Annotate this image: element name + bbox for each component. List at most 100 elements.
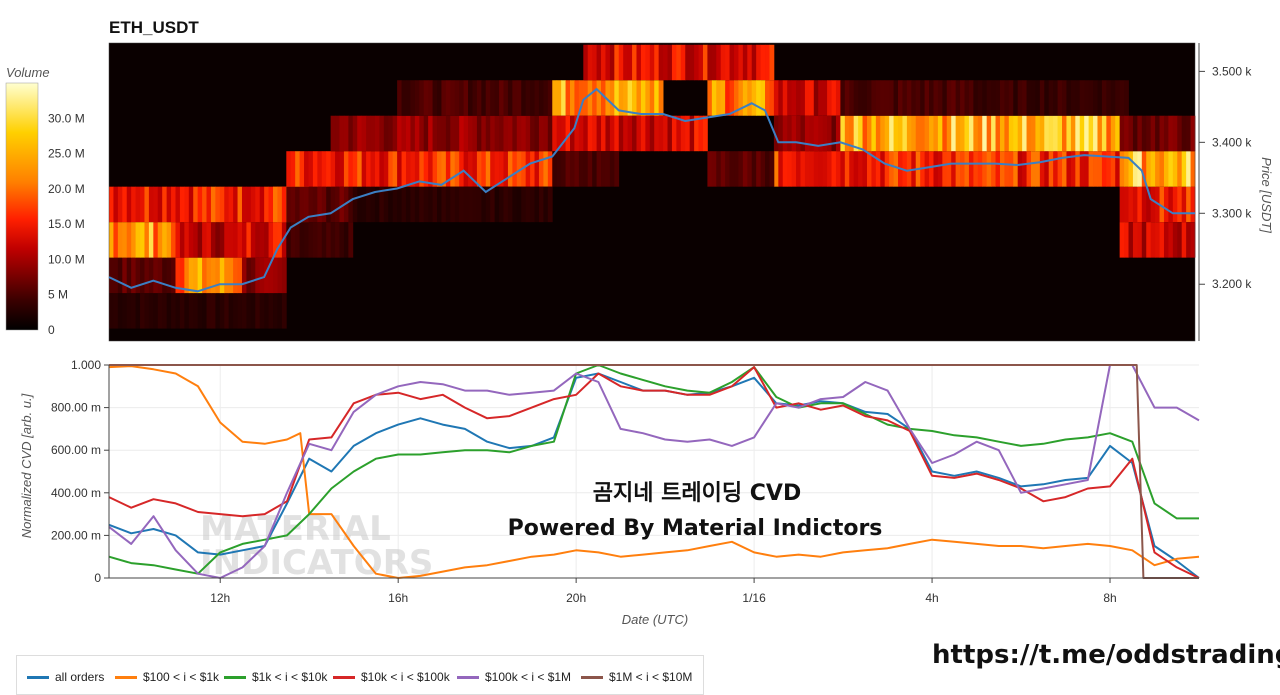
heatmap-cell <box>866 80 872 116</box>
heatmap-cell <box>516 115 522 152</box>
legend-item-1m-10m[interactable]: $1M < i < $10M <box>581 670 692 684</box>
heatmap-cell <box>822 80 828 116</box>
heatmap-cell <box>875 115 881 152</box>
heatmap-cell <box>117 222 123 258</box>
legend-item-100k-1m[interactable]: $100k < i < $1M <box>457 670 571 684</box>
heatmap-cell <box>166 222 172 258</box>
legend-item-10k-100k[interactable]: $10k < i < $100k <box>333 670 450 684</box>
heatmap-cell <box>1013 115 1019 152</box>
heatmap-cell <box>1070 115 1076 152</box>
heatmap-cell <box>1070 151 1076 187</box>
heatmap-cell <box>468 151 473 187</box>
heatmap-cell <box>835 80 841 116</box>
heatmap-cell <box>578 80 584 116</box>
heatmap-cell <box>747 44 753 81</box>
heatmap-cell <box>543 186 549 223</box>
heatmap-cell <box>397 115 402 152</box>
heatmap-cell <box>1022 115 1027 152</box>
legend-item-all-orders[interactable]: all orders <box>27 670 104 684</box>
heatmap-cell <box>649 115 655 152</box>
heatmap-cell <box>401 80 407 116</box>
heatmap-cell <box>627 80 633 116</box>
heatmap-cell <box>273 222 278 258</box>
heatmap-cell <box>1146 151 1152 187</box>
heatmap-cell <box>601 44 606 81</box>
heatmap-cell <box>405 151 411 187</box>
heatmap-cell <box>1053 151 1058 187</box>
heatmap-cell <box>1093 151 1098 187</box>
heatmap-cell <box>454 151 460 187</box>
heatmap-cell <box>942 80 948 116</box>
heatmap-cell <box>561 151 566 187</box>
heatmap-cell <box>875 151 881 187</box>
cvd-series--100-i-1k <box>108 365 1200 579</box>
heatmap-cell <box>1093 115 1098 152</box>
heatmap-cell <box>543 151 549 187</box>
heatmap-cell <box>507 151 513 187</box>
heatmap-cell <box>605 115 611 152</box>
heatmap-cell <box>459 115 465 152</box>
heatmap-cell <box>1177 186 1183 223</box>
heatmap-cell <box>414 80 420 116</box>
heatmap-cell <box>804 151 810 187</box>
heatmap-cell <box>587 151 593 187</box>
heatmap-cell <box>765 151 770 187</box>
cvd-y-axis-label: Normalized CVD [arb. u.] <box>19 393 34 538</box>
heatmap-cell <box>140 222 145 258</box>
heatmap-cell <box>237 293 243 329</box>
heatmap-cell <box>800 115 806 152</box>
legend-item-1k-10k[interactable]: $1k < i < $10k <box>224 670 327 684</box>
cvd-series--100k-i-1m <box>108 364 1200 579</box>
heatmap-cell <box>1128 186 1134 223</box>
cvd-plot-area <box>109 365 1199 578</box>
heatmap-cell <box>1146 222 1152 258</box>
heatmap-cell <box>835 151 841 187</box>
heatmap-cell <box>1155 115 1160 152</box>
heatmap-cell <box>339 186 345 223</box>
heatmap-cell <box>862 151 868 187</box>
heatmap-cell <box>605 44 611 81</box>
heatmap-cell <box>184 186 190 223</box>
heatmap-cell <box>1137 186 1143 223</box>
heatmap-cell <box>330 222 336 258</box>
heatmap-cell <box>592 151 597 187</box>
heatmap-cell <box>702 44 708 81</box>
legend-item-100-1k[interactable]: $100 < i < $1k <box>115 670 219 684</box>
heatmap-cell <box>1075 115 1081 152</box>
heatmap-cell <box>255 186 261 223</box>
heatmap-cell <box>1190 222 1196 258</box>
heatmap-cell <box>379 186 385 223</box>
heatmap-cell <box>468 186 473 223</box>
heatmap-cell <box>973 151 979 187</box>
heatmap-cell <box>565 151 571 187</box>
heatmap-cell <box>109 257 114 294</box>
heatmap-cell <box>667 44 673 81</box>
heatmap-cell <box>645 115 651 152</box>
heatmap-cell <box>592 80 597 116</box>
heatmap-cell <box>1119 222 1125 258</box>
heatmap-cell <box>809 115 815 152</box>
heatmap-cell <box>751 44 757 81</box>
heatmap-cell <box>445 80 451 116</box>
heatmap-cell <box>153 186 159 223</box>
heatmap-cell <box>671 115 677 152</box>
heatmap-cell <box>1150 151 1156 187</box>
heatmap-cell <box>153 293 159 329</box>
heatmap-cell <box>171 186 176 223</box>
heatmap-cell <box>1137 115 1143 152</box>
heatmap-cell <box>428 80 433 116</box>
heatmap-cell <box>636 80 642 116</box>
heatmap-cell <box>871 80 877 116</box>
heatmap-cell <box>822 151 828 187</box>
heatmap-cell <box>991 151 996 187</box>
telegram-link[interactable]: https://t.me/oddstrading2 <box>932 640 1280 670</box>
heatmap-cell <box>1163 222 1169 258</box>
heatmap-cell <box>632 44 637 81</box>
heatmap-cell <box>1026 80 1032 116</box>
heatmap-cell <box>840 115 846 152</box>
colorbar-tick-label: 30.0 M <box>48 111 85 125</box>
heatmap-cell <box>1106 80 1112 116</box>
heatmap-cell <box>800 151 806 187</box>
heatmap-cell <box>157 186 163 223</box>
heatmap-cell <box>463 186 469 223</box>
